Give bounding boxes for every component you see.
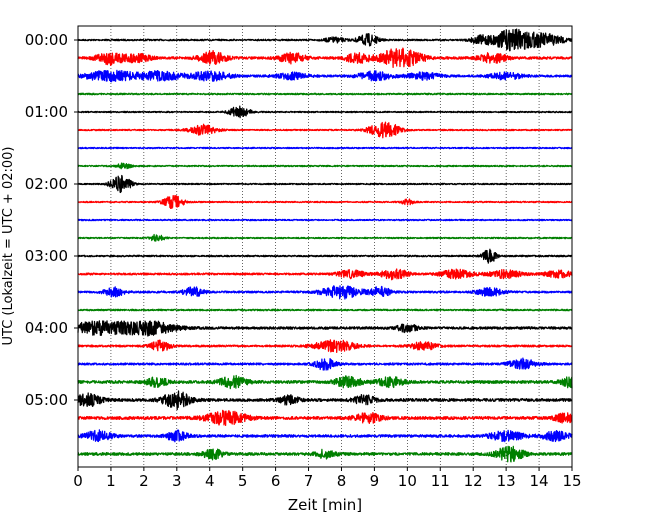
trace-line xyxy=(77,69,573,83)
trace-line xyxy=(77,194,573,210)
trace-line xyxy=(77,233,573,242)
trace-line xyxy=(77,357,573,371)
trace-line xyxy=(77,105,573,119)
trace-line xyxy=(77,174,573,194)
x-tick-label: 15 xyxy=(562,472,581,490)
trace-line xyxy=(77,374,573,390)
trace-line xyxy=(77,445,573,463)
trace-line xyxy=(77,218,573,222)
trace-line xyxy=(77,285,573,300)
y-tick-label: 03:00 xyxy=(25,247,68,265)
x-tick-label: 7 xyxy=(304,472,314,490)
x-tick-label: 14 xyxy=(530,472,549,490)
y-axis: 00:00 01:00 02:00 03:00 04:00 05:00 xyxy=(25,31,78,409)
x-tick-label: 6 xyxy=(271,472,281,490)
y-tick-label: 05:00 xyxy=(25,391,68,409)
y-axis-label: UTC (Lokalzeit = UTC + 02:00) xyxy=(1,147,16,346)
x-axis-label: Zeit [min] xyxy=(288,496,362,514)
trace-line xyxy=(77,146,573,150)
trace-group xyxy=(77,28,573,463)
trace-line xyxy=(77,308,573,312)
y-tick-label: 02:00 xyxy=(25,175,68,193)
x-tick-label: 11 xyxy=(431,472,450,490)
trace-line xyxy=(77,390,573,411)
trace-line xyxy=(77,92,573,96)
x-tick-label: 8 xyxy=(337,472,347,490)
x-axis: 0 1 2 3 4 5 6 7 8 9 10 11 12 13 14 15 xyxy=(73,467,582,490)
trace-line xyxy=(77,248,573,264)
y-tick-label: 01:00 xyxy=(25,103,68,121)
trace-line xyxy=(77,28,573,52)
trace-line xyxy=(77,162,573,170)
x-tick-label: 10 xyxy=(398,472,417,490)
x-tick-label: 12 xyxy=(464,472,483,490)
x-tick-label: 1 xyxy=(106,472,116,490)
x-tick-label: 9 xyxy=(370,472,380,490)
trace-line xyxy=(77,47,573,68)
trace-line xyxy=(77,121,573,139)
x-tick-label: 2 xyxy=(139,472,149,490)
trace-line xyxy=(77,268,573,281)
trace-line xyxy=(77,339,573,353)
y-tick-label: 04:00 xyxy=(25,319,68,337)
x-tick-label: 5 xyxy=(238,472,248,490)
x-tick-label: 0 xyxy=(73,472,83,490)
x-tick-label: 4 xyxy=(205,472,215,490)
x-tick-label: 3 xyxy=(172,472,182,490)
trace-line xyxy=(77,409,573,426)
trace-line xyxy=(77,320,573,337)
plot-frame xyxy=(77,25,573,468)
y-tick-label: 00:00 xyxy=(25,31,68,49)
x-tick-label: 13 xyxy=(497,472,516,490)
trace-line xyxy=(77,429,573,443)
